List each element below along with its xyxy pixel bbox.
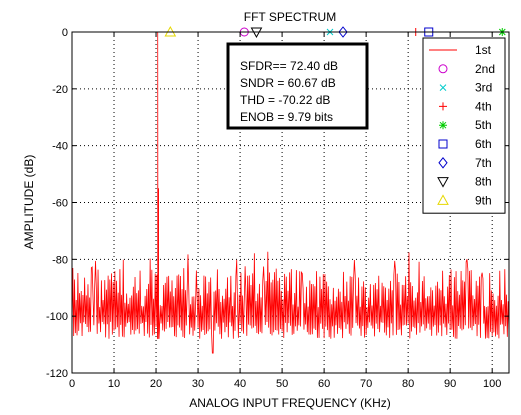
metric-thd: THD = -70.22 dB	[240, 93, 330, 107]
y-tick-label: -80	[52, 254, 68, 266]
legend-marker-4th	[439, 102, 447, 111]
y-tick-label: -100	[46, 311, 68, 323]
x-tick-label: 90	[444, 378, 456, 390]
legend: 1st 2nd 3rd 4th 5th 6th 7th 8th 9th	[422, 37, 506, 214]
chart-title: FFT SPECTRUM	[244, 10, 336, 24]
x-tick-label: 20	[150, 378, 162, 390]
legend-label-9th: 9th	[475, 193, 492, 207]
harmonic-marker-7th	[338, 26, 348, 38]
x-tick-label: 30	[192, 378, 204, 390]
x-tick-label: 10	[108, 378, 120, 390]
legend-marker-9th	[437, 194, 449, 205]
axis-ticks: 0 10 20 30 40 50 60 70 80 90 100 0 -20 -40 -60 -80 -100 -…	[46, 27, 509, 390]
legend-label-4th: 4th	[475, 99, 492, 113]
legend-marker-8th	[437, 177, 449, 188]
y-tick-label: -20	[52, 84, 68, 96]
x-axis-label: ANALOG INPUT FREQUENCY (KHz)	[189, 396, 391, 410]
metric-sfdr: SFDR== 72.40 dB	[240, 59, 338, 73]
x-tick-label: 0	[69, 378, 75, 390]
legend-box	[422, 37, 506, 214]
legend-marker-2nd	[438, 64, 448, 74]
spectrum-line	[71, 31, 510, 354]
y-tick-label: -40	[52, 141, 68, 153]
x-tick-label: 100	[483, 378, 501, 390]
x-tick-label: 50	[276, 378, 288, 390]
y-axis-label: AMPLITUDE (dB)	[22, 155, 36, 250]
metrics-box: SFDR== 72.40 dB SNDR = 60.67 dB THD = -7…	[226, 42, 369, 130]
legend-label-1st: 1st	[475, 43, 492, 57]
metric-sndr: SNDR = 60.67 dB	[240, 76, 336, 90]
legend-marker-7th	[438, 156, 448, 169]
x-tick-label: 60	[318, 378, 330, 390]
legend-label-6th: 6th	[475, 137, 492, 151]
y-tick-label: -120	[46, 368, 68, 380]
legend-label-8th: 8th	[475, 175, 492, 189]
legend-label-2nd: 2nd	[475, 62, 495, 76]
legend-label-5th: 5th	[475, 118, 492, 132]
y-tick-label: 0	[62, 27, 68, 39]
x-tick-label: 70	[360, 378, 372, 390]
x-tick-label: 80	[402, 378, 414, 390]
metric-enob: ENOB = 9.79 bits	[240, 110, 333, 124]
legend-label-7th: 7th	[475, 156, 492, 170]
legend-marker-6th	[438, 139, 448, 149]
y-tick-label: -60	[52, 198, 68, 210]
x-tick-label: 40	[234, 378, 246, 390]
spectrum-trace	[71, 31, 510, 354]
legend-marker-3rd	[439, 84, 447, 91]
legend-label-3rd: 3rd	[475, 81, 492, 95]
legend-marker-5th	[439, 121, 447, 130]
